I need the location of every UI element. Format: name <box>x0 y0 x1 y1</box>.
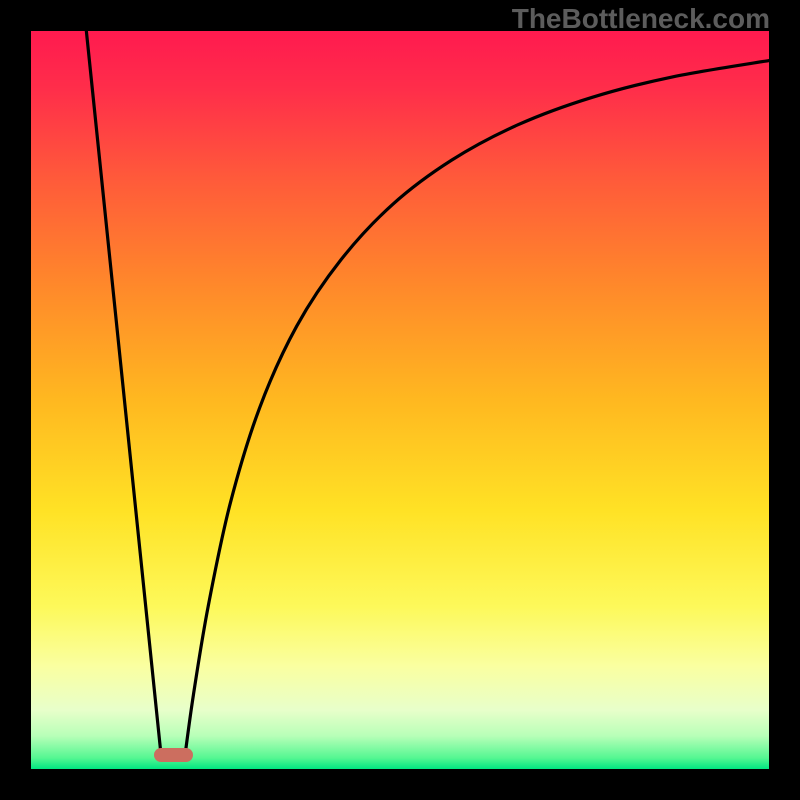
chart-container: TheBottleneck.com <box>0 0 800 800</box>
optimum-marker <box>154 748 194 763</box>
watermark-text: TheBottleneck.com <box>512 3 770 35</box>
plot-area <box>31 31 769 769</box>
